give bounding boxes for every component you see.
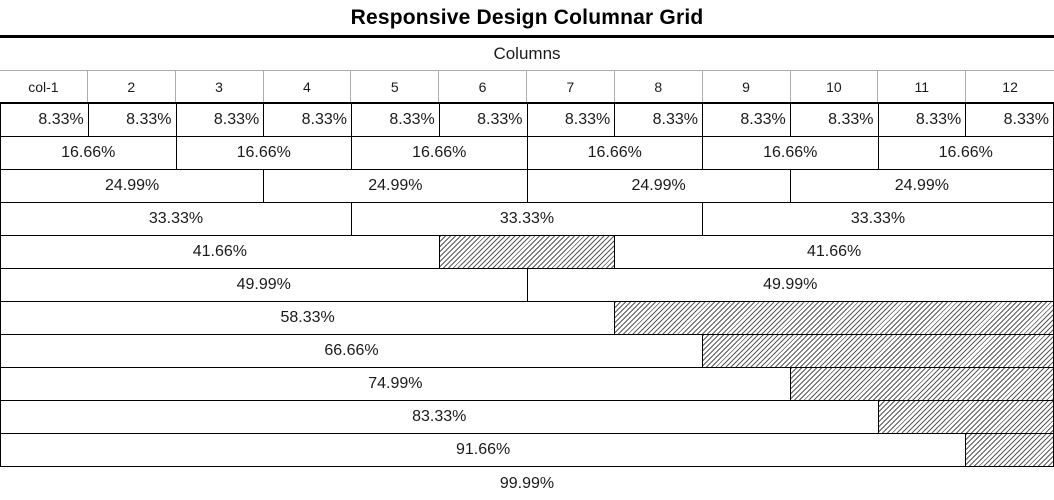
grid-cell: 16.66%: [1, 137, 177, 170]
column-header-cell-2: 2: [88, 71, 176, 102]
hatched-cell: [615, 302, 1054, 335]
grid-cell: 16.66%: [703, 137, 879, 170]
column-header-row: col-1 2 3 4 5 6 7 8 9 10 11 12: [0, 71, 1054, 104]
grid-rows: 8.33% 8.33% 8.33% 8.33% 8.33% 8.33% 8.33% 8.33%…: [0, 104, 1054, 500]
grid-cell: 33.33%: [1, 203, 352, 236]
hatched-cell: [703, 335, 1054, 368]
column-header-cell-4: 4: [264, 71, 352, 102]
grid-cell: 8.33%: [88, 104, 177, 137]
grid-cell: 8.33%: [1, 104, 89, 137]
grid-cell: 8.33%: [966, 104, 1054, 137]
columns-header: Columns: [0, 35, 1054, 71]
columns-header-label: Columns: [493, 44, 561, 63]
column-header-cell-12: 12: [1002, 78, 1018, 95]
grid-row-7: 58.33%: [0, 302, 1054, 335]
grid-row-9: 74.99%: [0, 368, 1054, 401]
page-title: Responsive Design Columnar Grid: [350, 5, 704, 29]
grid-row-1: 8.33% 8.33% 8.33% 8.33% 8.33% 8.33% 8.33% 8.33%…: [0, 104, 1054, 137]
grid-cell: 49.99%: [1, 269, 528, 302]
grid-cell: 8.33%: [790, 104, 879, 137]
grid-cell: 16.66%: [352, 137, 528, 170]
grid-cell: 41.66%: [615, 236, 1054, 269]
column-header-cell-10: 10: [791, 71, 879, 102]
grid-cell: 8.33%: [878, 104, 967, 137]
grid-row-4: 33.33% 33.33% 33.33%: [0, 203, 1054, 236]
grid-cell: 66.66%: [1, 335, 703, 368]
grid-cell: 8.33%: [703, 104, 791, 137]
grid-cell: 8.33%: [439, 104, 528, 137]
grid-cell: 74.99%: [1, 368, 791, 401]
grid-cell: 41.66%: [1, 236, 440, 269]
column-header-cell-11: 11: [878, 71, 967, 102]
column-header-cell-5: 5: [351, 71, 440, 102]
grid-cell: 58.33%: [1, 302, 616, 335]
grid-row-10: 83.33%: [0, 401, 1054, 434]
grid-cell: 8.33%: [264, 104, 352, 137]
column-header-cell-8: 8: [615, 71, 703, 102]
grid-cell: 24.99%: [790, 170, 1054, 203]
grid-cell: 16.66%: [176, 137, 352, 170]
grid-row-3: 24.99% 24.99% 24.99% 24.99%: [0, 170, 1054, 203]
grid-row-12: 99.99%: [0, 467, 1054, 500]
grid-cell: 8.33%: [527, 104, 616, 137]
column-header-cell-6: 6: [439, 71, 527, 102]
grid-cell: 16.66%: [527, 137, 703, 170]
grid-row-5: 41.66% 41.66%: [0, 236, 1054, 269]
grid-row-2: 16.66% 16.66% 16.66% 16.66% 16.66% 16.66%: [0, 137, 1054, 170]
column-header-cell-7: 7: [527, 71, 615, 102]
hatched-cell: [439, 236, 616, 269]
grid-cell: 16.66%: [878, 137, 1054, 170]
grid-cell: 91.66%: [1, 434, 967, 467]
column-header-cell-3: 3: [176, 71, 264, 102]
grid-cell: 8.33%: [176, 104, 265, 137]
hatched-cell: [966, 434, 1054, 467]
grid-cell: 49.99%: [527, 269, 1054, 302]
grid-cell: 8.33%: [615, 104, 703, 137]
grid-row-11: 91.66%: [0, 434, 1054, 467]
column-header-cell-9: 9: [703, 71, 791, 102]
grid-row-6: 49.99% 49.99%: [0, 269, 1054, 302]
grid-cell: 24.99%: [1, 170, 265, 203]
grid-cell: 99.99%: [499, 474, 555, 492]
grid-row-8: 66.66%: [0, 335, 1054, 368]
grid-cell: 24.99%: [264, 170, 528, 203]
hatched-cell: [790, 368, 1054, 401]
grid-cell: 24.99%: [527, 170, 791, 203]
hatched-cell: [878, 401, 1054, 434]
grid-cell: 8.33%: [352, 104, 440, 137]
grid-cell: 33.33%: [703, 203, 1054, 236]
column-header-cell-1: col-1: [0, 71, 88, 102]
grid-cell: 33.33%: [352, 203, 703, 236]
grid-cell: 83.33%: [1, 401, 879, 434]
